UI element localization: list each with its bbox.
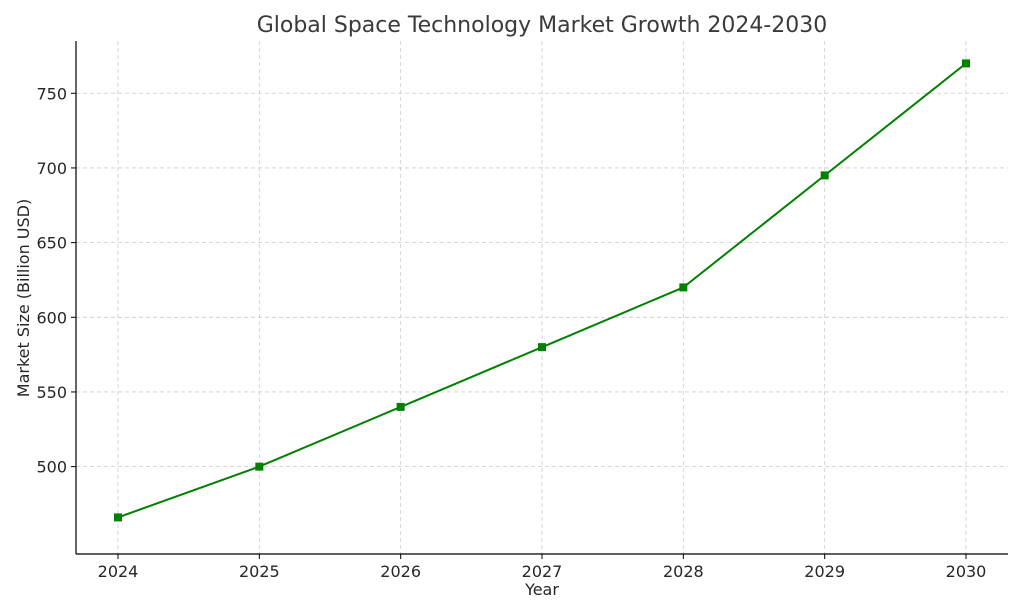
- data-point-marker: [962, 59, 970, 68]
- data-point-marker: [679, 283, 688, 292]
- chart-title: Global Space Technology Market Growth 20…: [257, 13, 828, 38]
- x-tick-label: 2025: [239, 562, 280, 581]
- y-tick-label: 650: [36, 234, 67, 253]
- data-point-marker: [820, 171, 829, 180]
- x-tick-label: 2030: [946, 562, 987, 581]
- tick-labels: 2024 2025 2026 2027 2028 2029 2030 500 550 600 650…: [36, 84, 986, 581]
- x-tick-label: 2028: [663, 562, 704, 581]
- x-tick-label: 2026: [380, 562, 421, 581]
- data-point-marker: [255, 462, 264, 471]
- y-tick-label: 600: [36, 308, 67, 327]
- data-point-marker: [114, 513, 122, 522]
- x-tick-label: 2024: [98, 562, 139, 581]
- data-point-marker: [396, 402, 405, 411]
- y-tick-label: 750: [36, 84, 67, 103]
- series-layer: [114, 59, 970, 522]
- x-axis-label: Year: [524, 580, 559, 599]
- y-axis-label: Market Size (Billion USD): [14, 199, 33, 397]
- y-tick-label: 550: [36, 383, 67, 402]
- y-tick-label: 700: [36, 159, 67, 178]
- grid-lines: [76, 41, 1008, 554]
- y-tick-label: 500: [36, 458, 67, 477]
- x-tick-label: 2029: [804, 562, 845, 581]
- data-point-marker: [538, 343, 546, 352]
- x-tick-label: 2027: [522, 562, 563, 581]
